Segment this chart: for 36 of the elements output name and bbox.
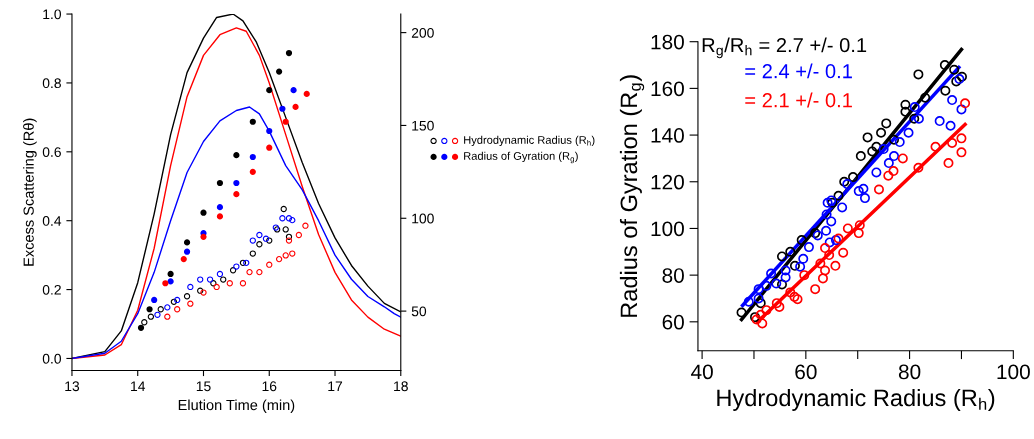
- legend-label: Hydrodynamic Radius (R$_{h}$): [464, 135, 595, 147]
- annotation: = 2.4 +/- 0.1: [745, 63, 852, 79]
- y-tick-label: 80: [662, 268, 684, 283]
- x-tick-label: 60: [795, 364, 817, 380]
- y2-tick-label: 200: [411, 27, 434, 38]
- x-tick-label: 16: [262, 381, 277, 392]
- y-tick-label: 120: [651, 174, 684, 190]
- y-tick-label: 140: [651, 128, 684, 143]
- x-tick-label: 15: [196, 381, 211, 392]
- y2-tick-label: 150: [412, 120, 434, 131]
- x-tick-label: 40: [690, 364, 713, 380]
- x-tick-label: 80: [898, 364, 921, 380]
- y-tick-label: 160: [651, 81, 684, 97]
- y-axis-title: Radius of Gyration (R$_{g}$): [619, 75, 645, 317]
- x-tick-label: 17: [328, 381, 343, 391]
- annotation: = 2.1 +/- 0.1: [745, 92, 852, 108]
- y-tick-label: 0.4: [42, 216, 62, 226]
- y-tick-label: 0.0: [42, 353, 62, 364]
- x-tick-label: 13: [65, 381, 80, 392]
- annotation: R$_{g}$/R$_{h}$ = 2.7 +/- 0.1: [702, 37, 867, 59]
- y-tick-label: 0.2: [42, 284, 61, 295]
- y2-tick-label: 100: [412, 213, 434, 224]
- y-axis-title: Excess Scattering (Rθ): [23, 118, 37, 266]
- y-tick-label: 0.6: [42, 147, 61, 157]
- y-tick-label: 0.8: [42, 78, 61, 89]
- y-tick-label: 180: [651, 34, 684, 50]
- x-tick-label: 100: [997, 364, 1030, 380]
- y-tick-label: 100: [651, 221, 684, 237]
- x-axis-title: Hydrodynamic Radius (R$_{h}$): [717, 388, 995, 411]
- x-tick-label: 14: [131, 381, 146, 391]
- y-tick-label: 1.0: [43, 9, 62, 20]
- x-axis-title: Elution Time (min): [178, 399, 295, 414]
- x-tick-label: 18: [394, 381, 408, 392]
- y2-tick-label: 50: [411, 306, 427, 317]
- legend-label: Radius of Gyration (R$_{g}$): [464, 151, 578, 164]
- y-tick-label: 60: [662, 314, 684, 330]
